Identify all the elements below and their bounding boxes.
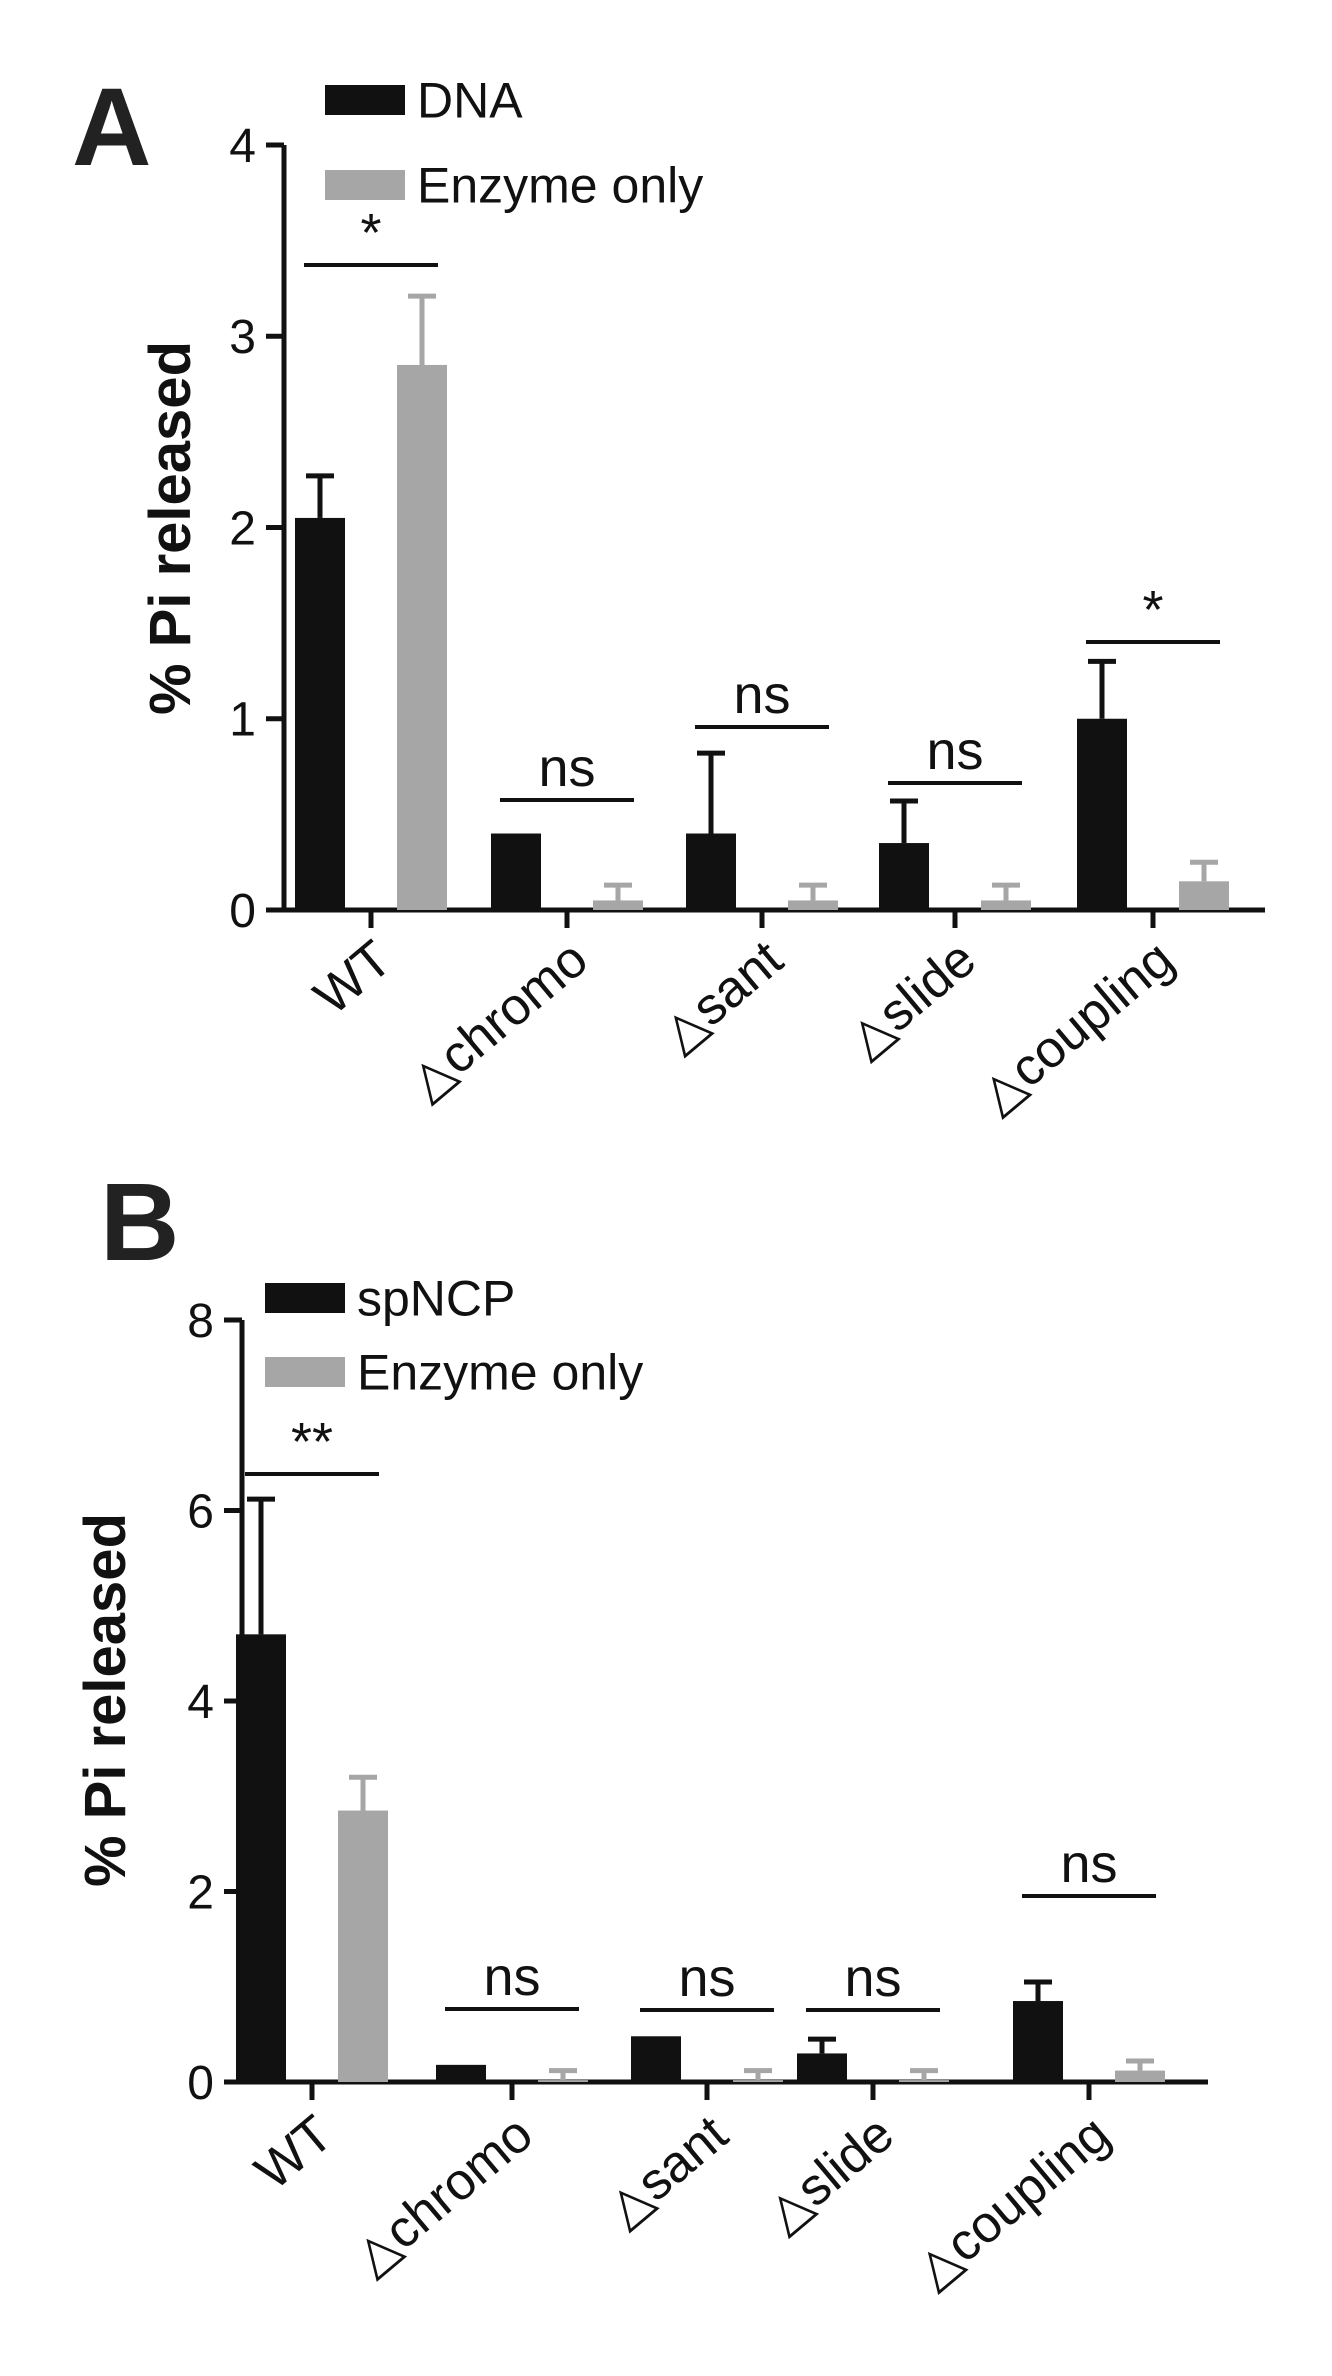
- category-label: △coupling: [968, 930, 1184, 1125]
- category-label: △slide: [755, 2105, 905, 2244]
- category-label: WT: [245, 2105, 344, 2201]
- significance-label: ns: [678, 1948, 735, 2008]
- category-label: △sant: [651, 929, 795, 1063]
- legend-swatch: [325, 170, 405, 200]
- bar-enzyme-only: [1179, 881, 1229, 910]
- legend-label: spNCP: [357, 1271, 515, 1327]
- panel-letter: A: [72, 66, 151, 189]
- y-tick-label: 8: [187, 1295, 214, 1348]
- significance-label: ns: [1060, 1834, 1117, 1894]
- bar-enzyme-only: [733, 2080, 783, 2082]
- significance-label: **: [291, 1412, 333, 1472]
- category-label: △coupling: [904, 2105, 1120, 2300]
- y-tick-label: 0: [229, 885, 256, 938]
- bar-enzyme-only: [593, 900, 643, 910]
- chart-panel-a: A 0 1 2 3 4 % Pi released WT * △chromo ns △sant ns △s…: [72, 66, 1265, 1124]
- bar-spncp: [436, 2064, 486, 2082]
- bar-spncp: [797, 2053, 847, 2082]
- bar-spncp: [631, 2036, 681, 2082]
- legend-swatch: [325, 85, 405, 115]
- significance-label: ns: [733, 665, 790, 725]
- y-tick-label: 4: [229, 120, 256, 173]
- significance-label: *: [1142, 580, 1163, 640]
- y-tick-label: 1: [229, 694, 256, 747]
- bar-dna: [491, 833, 541, 910]
- panel-letter: B: [100, 1161, 179, 1284]
- y-axis-title: % Pi released: [138, 341, 203, 715]
- bar-dna: [295, 517, 345, 910]
- bar-enzyme-only: [788, 900, 838, 910]
- legend-label: DNA: [417, 73, 523, 129]
- chart-panel-b: B 0 2 4 6 8 % Pi released WT ** △chromo ns △sant ns △…: [73, 1161, 1208, 2299]
- bar-spncp: [1013, 2001, 1063, 2082]
- legend-label: Enzyme only: [357, 1345, 643, 1401]
- y-tick-label: 3: [229, 311, 256, 364]
- legend-swatch: [265, 1357, 345, 1387]
- bar-dna: [879, 843, 929, 910]
- category-label: WT: [304, 930, 403, 1026]
- category-label: △slide: [837, 930, 987, 1069]
- bar-enzyme-only: [538, 2080, 588, 2082]
- y-axis-title: % Pi released: [73, 1513, 138, 1887]
- bar-enzyme-only: [397, 364, 447, 910]
- category-label: △chromo: [398, 930, 599, 1112]
- y-tick-label: 2: [187, 1866, 214, 1919]
- legend-swatch: [265, 1283, 345, 1313]
- bar-enzyme-only: [338, 1810, 388, 2082]
- bar-enzyme-only: [899, 2080, 949, 2082]
- significance-label: ns: [483, 1947, 540, 2007]
- bar-spncp: [236, 1634, 286, 2082]
- bar-dna: [686, 833, 736, 910]
- category-label: △sant: [596, 2104, 740, 2238]
- bar-dna: [1077, 718, 1127, 910]
- significance-label: ns: [844, 1948, 901, 2008]
- category-label: △chromo: [343, 2105, 544, 2287]
- legend-label: Enzyme only: [417, 158, 703, 214]
- significance-label: ns: [538, 738, 595, 798]
- bar-enzyme-only: [981, 900, 1031, 910]
- y-tick-label: 0: [187, 2057, 214, 2110]
- significance-label: ns: [926, 721, 983, 781]
- significance-label: *: [360, 203, 381, 263]
- y-tick-label: 6: [187, 1485, 214, 1538]
- y-tick-label: 4: [187, 1676, 214, 1729]
- bar-enzyme-only: [1115, 2070, 1165, 2082]
- y-tick-label: 2: [229, 502, 256, 555]
